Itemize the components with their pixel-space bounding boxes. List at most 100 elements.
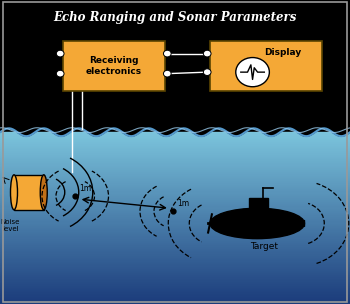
Bar (0, 293, 350, 295)
Bar (0, 261, 350, 263)
Bar (0, 162, 350, 164)
Text: Noise
level: Noise level (1, 219, 20, 232)
Bar (0, 225, 350, 227)
Bar (0, 179, 350, 181)
Bar (0, 276, 350, 278)
Bar (0, 291, 350, 293)
Bar (0, 169, 350, 171)
Bar (0, 141, 350, 143)
Text: Target: Target (250, 242, 278, 251)
Bar (0, 181, 350, 184)
Bar (0, 167, 350, 169)
Bar (0, 268, 350, 270)
Bar (0, 216, 350, 218)
Bar (0, 229, 350, 231)
Circle shape (56, 70, 64, 77)
Bar (210, 41, 322, 91)
Bar (0, 295, 350, 298)
Circle shape (236, 57, 270, 87)
Bar (0, 255, 350, 257)
Ellipse shape (40, 175, 47, 210)
Bar (0, 302, 350, 304)
Bar (0, 192, 350, 195)
Bar (0, 171, 350, 173)
Bar (0, 212, 350, 214)
Bar (0, 156, 350, 158)
Circle shape (203, 50, 211, 57)
Bar (0, 160, 350, 162)
Bar (0, 227, 350, 229)
Bar (0, 250, 350, 252)
Bar (0, 154, 350, 156)
Circle shape (203, 69, 211, 75)
Bar (0, 233, 350, 235)
Text: Source level SL: Source level SL (98, 112, 168, 122)
Bar (0, 259, 350, 261)
Bar (0, 164, 350, 167)
Bar (0, 248, 350, 250)
Bar (0, 289, 350, 291)
Bar (0, 205, 350, 207)
Bar (0, 150, 350, 152)
Bar (0, 190, 350, 192)
Bar (0, 220, 350, 223)
Bar (0, 184, 350, 186)
Bar (0, 257, 350, 259)
Bar (0, 240, 350, 242)
Bar (0, 136, 350, 139)
Text: Target strength TS: Target strength TS (203, 112, 287, 122)
Bar (63, 41, 164, 91)
Bar (0, 242, 350, 244)
Bar (0, 231, 350, 233)
Bar (0, 244, 350, 246)
Bar (0, 263, 350, 265)
Bar (0, 188, 350, 190)
Bar (0, 152, 350, 154)
Bar (0, 145, 350, 147)
Bar (0, 134, 350, 136)
Bar (0, 265, 350, 268)
Text: Display: Display (264, 47, 301, 57)
Bar (0, 235, 350, 237)
Text: Echo Ranging and Sonar Parameters: Echo Ranging and Sonar Parameters (53, 11, 297, 24)
Bar (0, 207, 350, 209)
Bar (0, 209, 350, 212)
Bar (0, 175, 350, 177)
Bar (0, 143, 350, 145)
Bar (248, 198, 268, 210)
Bar (0, 199, 350, 201)
Bar (0, 195, 350, 197)
Bar (0, 197, 350, 199)
Bar (0, 186, 350, 188)
Bar (0, 278, 350, 280)
Circle shape (56, 50, 64, 57)
Bar (0, 218, 350, 220)
Bar (0, 285, 350, 287)
Bar (0, 298, 350, 300)
Bar (0, 147, 350, 150)
Bar (0, 300, 350, 302)
Bar (0, 280, 350, 282)
Bar (0, 274, 350, 276)
Bar (0, 287, 350, 289)
Bar (0, 173, 350, 175)
Bar (0, 201, 350, 203)
Ellipse shape (10, 175, 18, 210)
Bar (0, 246, 350, 248)
Ellipse shape (210, 208, 304, 239)
Bar (0, 272, 350, 274)
Circle shape (163, 50, 171, 57)
Text: 1m: 1m (79, 184, 91, 193)
Polygon shape (297, 220, 304, 226)
Bar (14, 175, 44, 210)
Bar (0, 132, 350, 134)
Bar (0, 237, 350, 240)
Bar (0, 223, 350, 225)
Bar (0, 252, 350, 255)
Text: Receiving
electronics: Receiving electronics (86, 56, 142, 76)
Bar (0, 158, 350, 160)
Bar (0, 270, 350, 272)
Bar (0, 177, 350, 179)
Circle shape (163, 70, 171, 77)
Bar (0, 282, 350, 285)
